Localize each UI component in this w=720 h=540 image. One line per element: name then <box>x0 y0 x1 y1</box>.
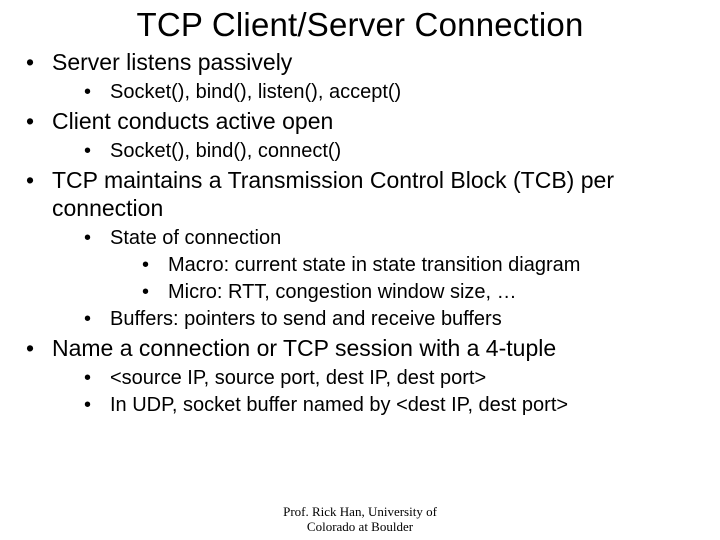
bullet-text: Macro: current state in state transition… <box>168 254 580 276</box>
bullet-text: In UDP, socket buffer named by <dest IP,… <box>110 394 568 416</box>
sublist: <source IP, source port, dest IP, dest p… <box>52 365 706 418</box>
bullet-micro: Micro: RTT, congestion window size, … <box>140 279 706 305</box>
sublist: Socket(), bind(), listen(), accept() <box>52 79 706 105</box>
slide: TCP Client/Server Connection Server list… <box>0 0 720 540</box>
bullet-text: Buffers: pointers to send and receive bu… <box>110 308 502 330</box>
bullet-text: Name a connection or TCP session with a … <box>52 335 556 361</box>
bullet-state-of-connection: State of connection Macro: current state… <box>82 225 706 305</box>
subsublist: Macro: current state in state transition… <box>110 252 706 305</box>
bullet-4tuple: Name a connection or TCP session with a … <box>24 334 706 418</box>
slide-footer: Prof. Rick Han, University of Colorado a… <box>0 505 720 534</box>
sublist: Socket(), bind(), connect() <box>52 138 706 164</box>
bullet-server-listens: Server listens passively Socket(), bind(… <box>24 48 706 105</box>
bullet-text: Micro: RTT, congestion window size, … <box>168 281 517 303</box>
slide-title: TCP Client/Server Connection <box>14 6 706 44</box>
sublist: State of connection Macro: current state… <box>52 225 706 332</box>
bullet-macro: Macro: current state in state transition… <box>140 252 706 278</box>
bullet-udp-socket: In UDP, socket buffer named by <dest IP,… <box>82 392 706 418</box>
footer-line-1: Prof. Rick Han, University of <box>0 505 720 519</box>
bullet-text: Socket(), bind(), listen(), accept() <box>110 81 401 103</box>
bullet-list: Server listens passively Socket(), bind(… <box>14 48 706 418</box>
bullet-text: Client conducts active open <box>52 108 333 134</box>
footer-line-2: Colorado at Boulder <box>0 520 720 534</box>
bullet-buffers: Buffers: pointers to send and receive bu… <box>82 306 706 332</box>
bullet-text: Socket(), bind(), connect() <box>110 140 341 162</box>
bullet-client-calls: Socket(), bind(), connect() <box>82 138 706 164</box>
bullet-text: TCP maintains a Transmission Control Blo… <box>52 167 614 222</box>
bullet-4tuple-fields: <source IP, source port, dest IP, dest p… <box>82 365 706 391</box>
bullet-server-calls: Socket(), bind(), listen(), accept() <box>82 79 706 105</box>
bullet-tcb: TCP maintains a Transmission Control Blo… <box>24 166 706 333</box>
bullet-text: State of connection <box>110 227 281 249</box>
bullet-text: Server listens passively <box>52 49 292 75</box>
bullet-text: <source IP, source port, dest IP, dest p… <box>110 367 486 389</box>
bullet-client-active-open: Client conducts active open Socket(), bi… <box>24 107 706 164</box>
